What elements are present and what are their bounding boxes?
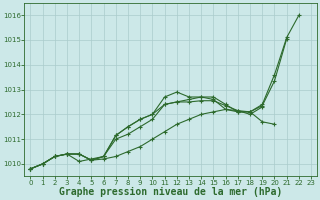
X-axis label: Graphe pression niveau de la mer (hPa): Graphe pression niveau de la mer (hPa) [59, 187, 282, 197]
